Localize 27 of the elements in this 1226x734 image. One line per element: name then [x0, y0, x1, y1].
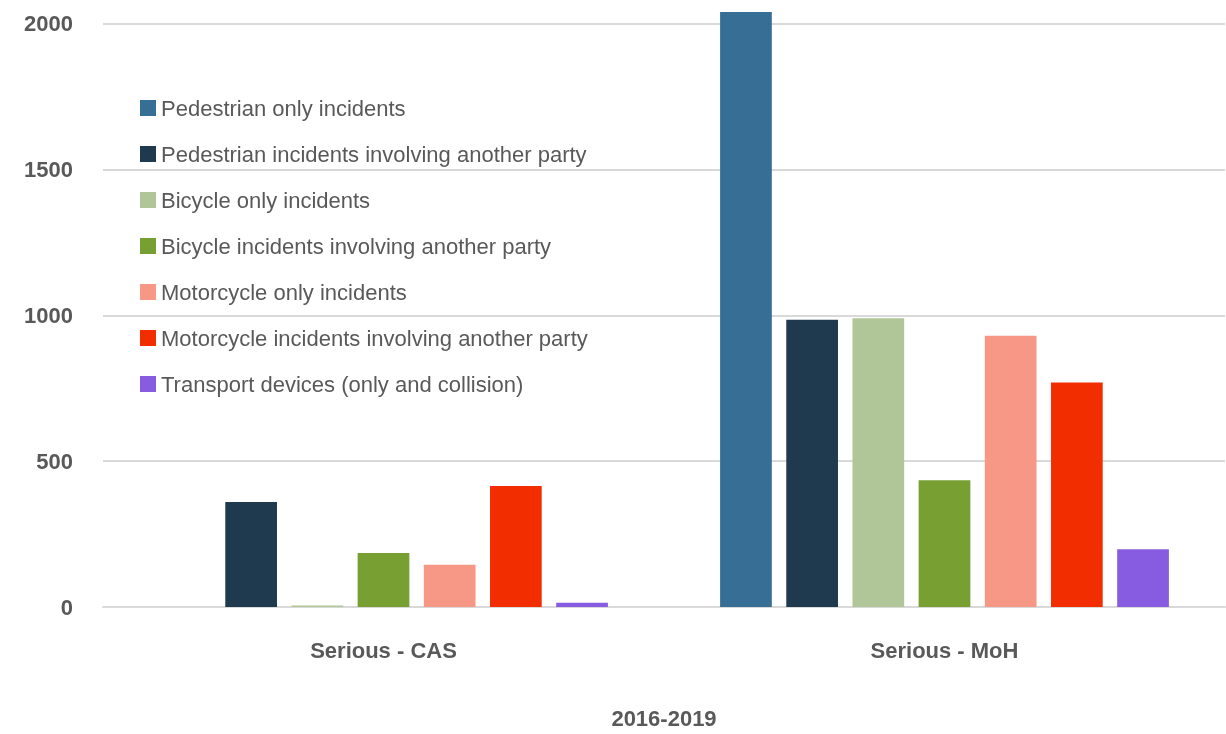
y-tick-label: 1500	[24, 157, 73, 182]
bar	[423, 564, 476, 607]
legend-label: Bicycle incidents involving another party	[161, 233, 552, 259]
legend-label: Pedestrian incidents involving another party	[161, 141, 587, 167]
y-tick-label: 500	[36, 448, 73, 474]
y-tick-label: 2000	[24, 11, 73, 37]
bar	[556, 602, 608, 607]
bar	[984, 335, 1037, 607]
bar	[357, 553, 410, 607]
legend-label: Motorcycle incidents involving another party	[161, 325, 588, 351]
y-tick-label: 0	[60, 594, 73, 620]
bar	[918, 480, 971, 607]
bar	[852, 318, 905, 607]
bar	[720, 12, 772, 607]
bar	[225, 502, 277, 607]
x-tick-label: Serious - MoH	[870, 637, 1019, 663]
y-tick-label: 1000	[24, 302, 73, 328]
legend-label: Transport devices (only and collision)	[161, 371, 524, 397]
bar	[1117, 549, 1169, 607]
bar	[490, 485, 542, 607]
bar	[786, 319, 838, 607]
legend-label: Pedestrian only incidents	[161, 95, 406, 121]
bar	[1051, 382, 1103, 607]
legend-label: Bicycle only incidents	[161, 187, 371, 213]
x-axis-title: 2016-2019	[611, 705, 717, 731]
legend-label: Motorcycle only incidents	[161, 279, 407, 305]
x-tick-label: Serious - CAS	[310, 637, 457, 663]
